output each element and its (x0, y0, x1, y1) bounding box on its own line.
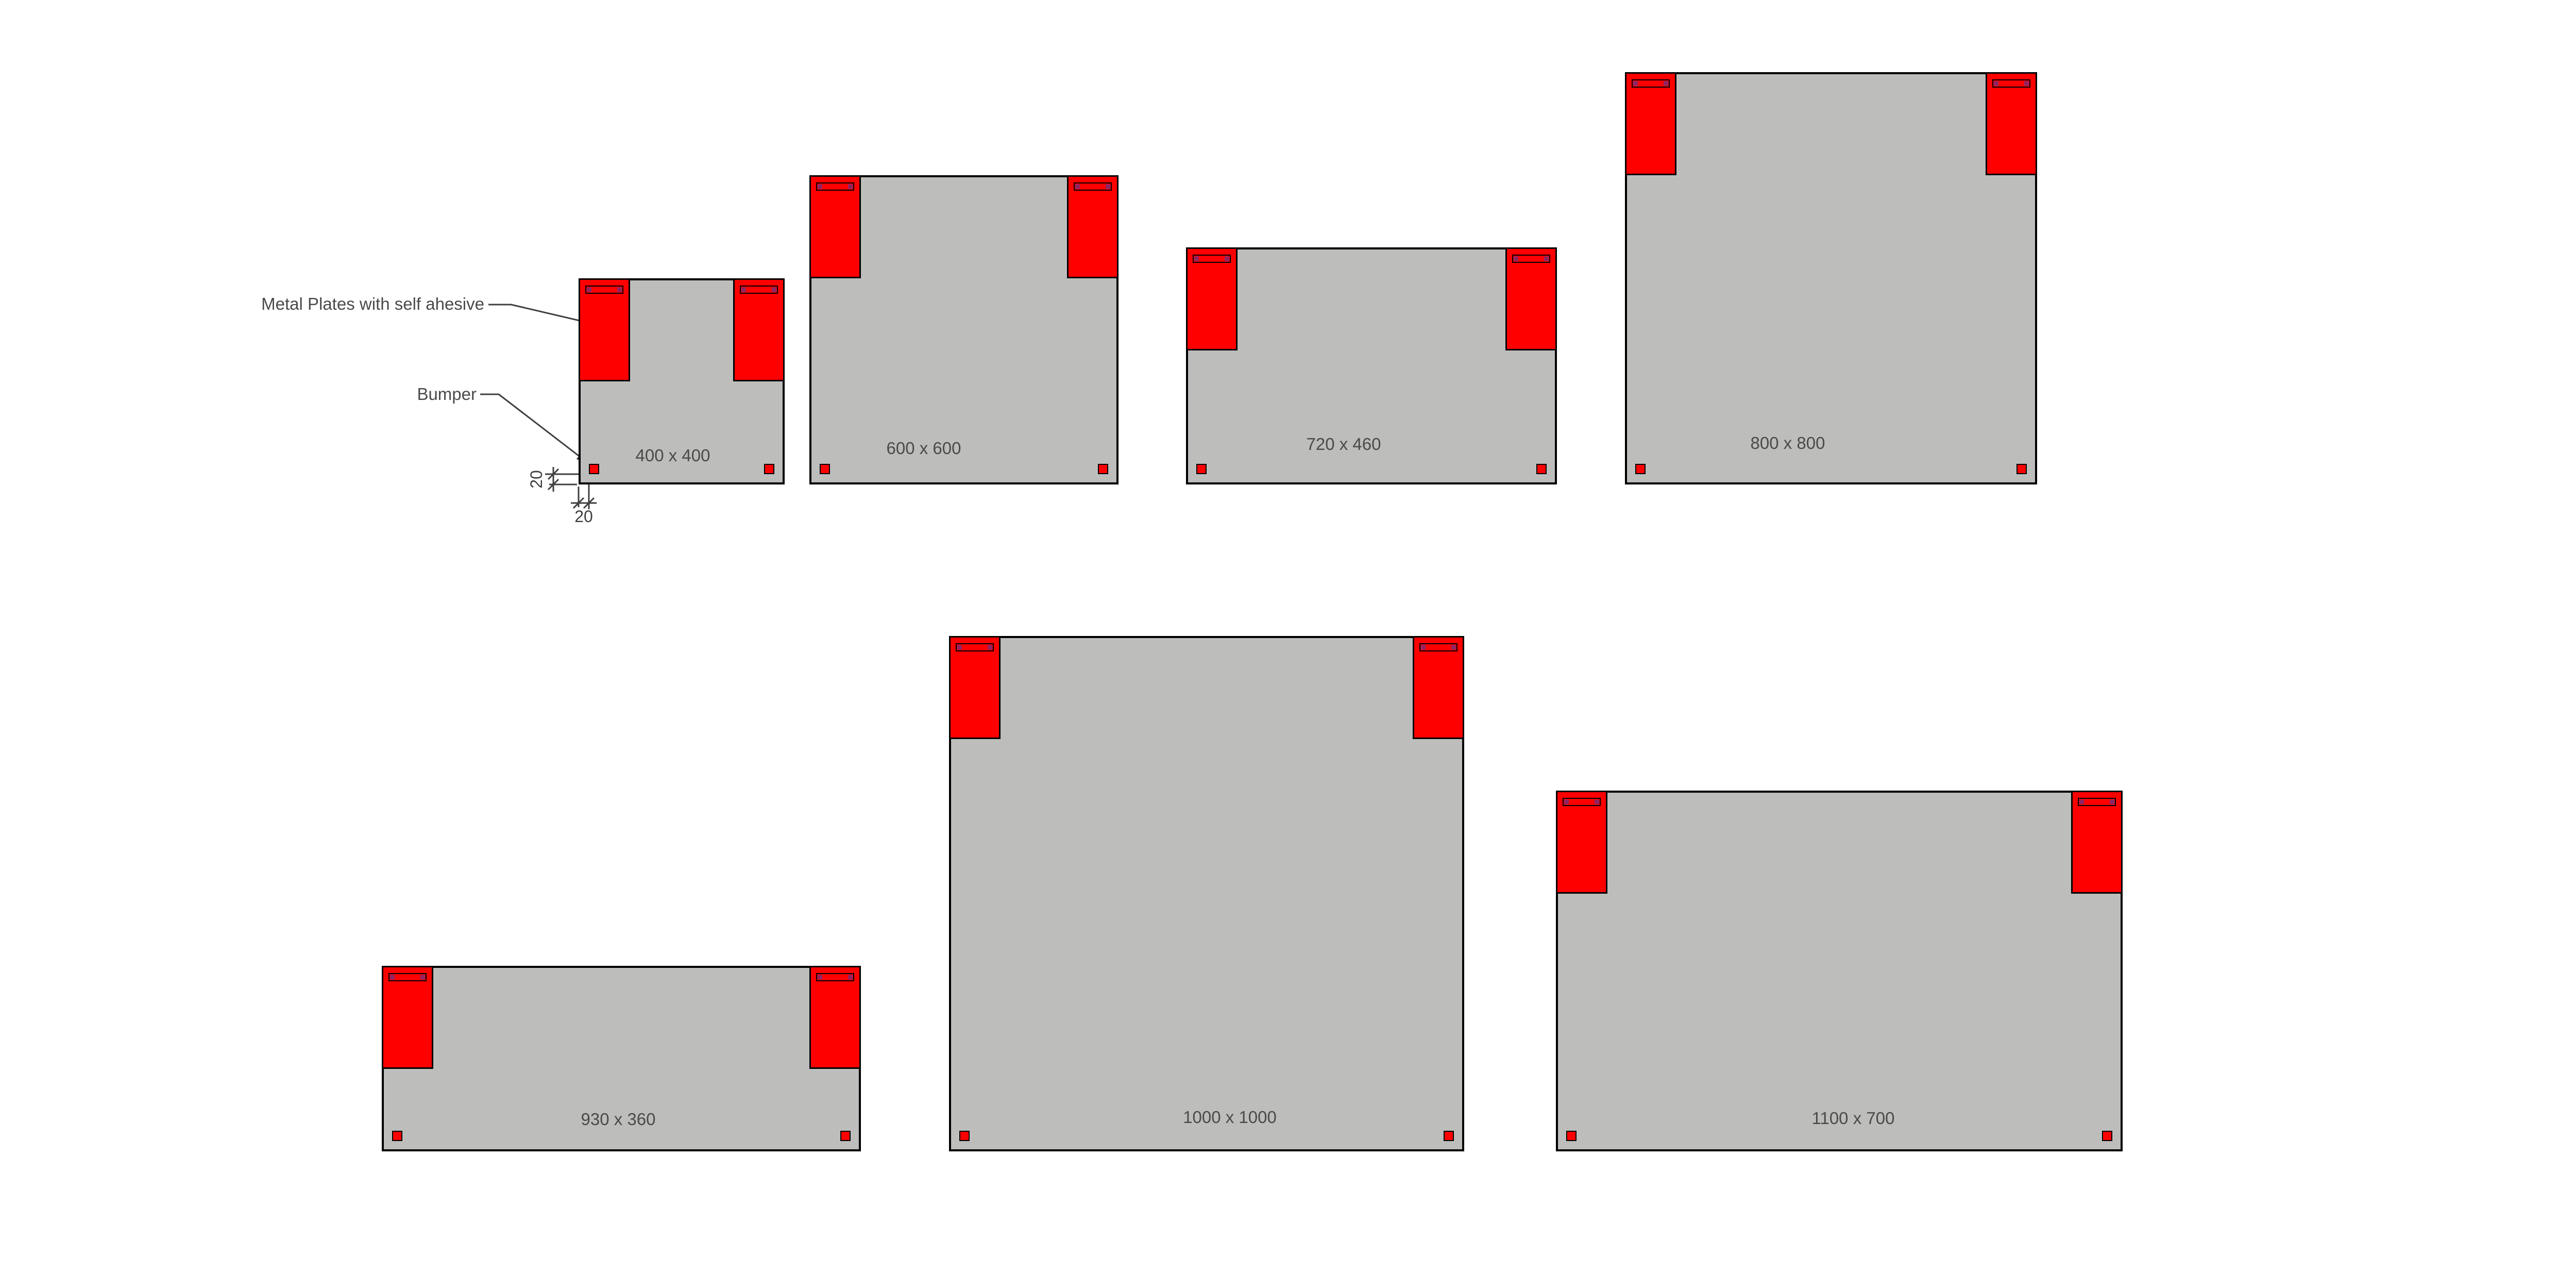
metal-plates-leader-line (488, 304, 591, 325)
metal-plate-top-left (1186, 247, 1238, 350)
bumper-bottom-right (1098, 464, 1108, 474)
metal-plate-top-right (1986, 72, 2037, 175)
slot-end-left (741, 287, 746, 292)
bumper-bottom-left (959, 1131, 970, 1141)
bumper-bottom-right (2102, 1131, 2112, 1141)
plate-slot (1419, 643, 1458, 651)
bumper-bottom-right (764, 464, 774, 474)
slot-end-right (420, 975, 425, 980)
metal-plates-annotation: Metal Plates with self ahesive (261, 294, 484, 313)
bumper-bottom-right (840, 1131, 851, 1141)
dimension-text-horizontal: 20 (574, 507, 593, 526)
bumper-annotation: Bumper (417, 384, 477, 404)
panel-size-label: 930 x 360 (581, 1110, 656, 1129)
slot-end-right (1106, 184, 1110, 189)
slot-end-left (818, 975, 822, 980)
panel-size-label: 600 x 600 (886, 439, 961, 458)
dimension-text-vertical: 20 (527, 470, 546, 489)
panel-size-label: 1100 x 700 (1811, 1109, 1895, 1128)
slot-end-left (1194, 256, 1199, 261)
metal-plate-top-right (2071, 791, 2123, 894)
plate-slot (740, 286, 778, 294)
panel-930x360: 930 x 360 (382, 966, 861, 1151)
slot-end-left (1633, 81, 1638, 86)
bumper-bottom-left (1196, 464, 1207, 474)
panel-400x400: 400 x 400 (579, 278, 785, 484)
panel-size-label: 800 x 800 (1750, 433, 1825, 453)
bumper-bottom-right (1444, 1131, 1454, 1141)
bumper-bottom-left (589, 464, 599, 474)
metal-plate-top-left (949, 636, 1001, 739)
plate-slot (2078, 798, 2116, 806)
slot-end-right (1595, 799, 1599, 805)
slot-end-right (848, 975, 853, 980)
bumper-bottom-left (1635, 464, 1646, 474)
plate-slot (585, 286, 623, 294)
bumper-bottom-right (1536, 464, 1547, 474)
slot-end-right (848, 184, 853, 189)
metal-plate-top-right (1067, 175, 1118, 278)
panel-size-label: 400 x 400 (635, 446, 710, 465)
panel-600x600: 600 x 600 (809, 175, 1118, 484)
slot-end-left (1075, 184, 1080, 189)
slot-end-right (1544, 256, 1549, 261)
metal-plate-top-left (809, 175, 861, 278)
bumper-bottom-right (2016, 464, 2027, 474)
bumper-bottom-left (820, 464, 830, 474)
slot-end-right (772, 287, 776, 292)
slot-end-right (988, 645, 992, 650)
slot-end-left (2079, 799, 2084, 805)
slot-end-right (617, 287, 622, 292)
metal-plate-top-left (1625, 72, 1676, 175)
metal-plate-top-left (382, 966, 433, 1069)
plate-slot (1632, 79, 1670, 88)
bumper-bottom-left (1566, 1131, 1577, 1141)
slot-end-right (2110, 799, 2114, 805)
slot-end-right (1451, 645, 1456, 650)
slot-end-right (1664, 81, 1668, 86)
metal-plate-top-right (1413, 636, 1464, 739)
metal-plate-top-right (733, 278, 785, 381)
bumper-bottom-left (392, 1131, 402, 1141)
metal-plate-top-left (1556, 791, 1607, 894)
metal-plate-top-left (579, 278, 630, 381)
plate-slot (816, 182, 854, 191)
slot-end-right (2024, 81, 2029, 86)
slot-end-left (818, 184, 822, 189)
panel-800x800: 800 x 800 (1625, 72, 2037, 484)
plate-slot (816, 973, 854, 981)
plate-slot (388, 973, 427, 981)
plate-slot (1193, 255, 1231, 263)
plate-slot (1074, 182, 1112, 191)
panel-size-label: 1000 x 1000 (1183, 1108, 1277, 1127)
dimension-vertical-20 (545, 467, 584, 492)
plate-slot (1512, 255, 1550, 263)
slot-end-right (1225, 256, 1229, 261)
panel-720x460: 720 x 460 (1186, 247, 1557, 484)
panel-1100x700: 1100 x 700 (1556, 791, 2123, 1151)
metal-plate-top-right (809, 966, 861, 1069)
slot-end-left (1564, 799, 1569, 805)
panel-1000x1000: 1000 x 1000 (949, 636, 1464, 1151)
slot-end-left (587, 287, 591, 292)
plate-slot (1992, 79, 2030, 88)
slot-end-left (1514, 256, 1518, 261)
plate-slot (956, 643, 994, 651)
slot-end-left (1421, 645, 1426, 650)
bumper-leader-line (480, 393, 589, 464)
slot-end-left (957, 645, 962, 650)
panel-size-label: 720 x 460 (1306, 434, 1381, 454)
metal-plate-top-right (1505, 247, 1557, 350)
slot-end-left (390, 975, 395, 980)
slot-end-left (1994, 81, 1998, 86)
plate-slot (1563, 798, 1601, 806)
